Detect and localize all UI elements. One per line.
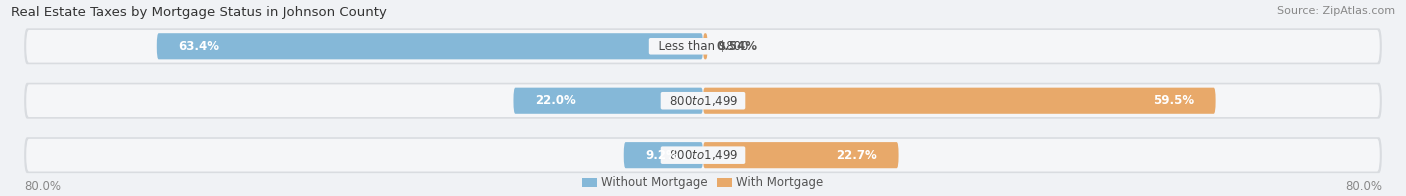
FancyBboxPatch shape — [703, 142, 898, 168]
Text: 22.7%: 22.7% — [837, 149, 877, 162]
FancyBboxPatch shape — [703, 88, 1216, 114]
Legend: Without Mortgage, With Mortgage: Without Mortgage, With Mortgage — [578, 172, 828, 194]
Text: Less than $800: Less than $800 — [651, 40, 755, 53]
FancyBboxPatch shape — [24, 28, 1382, 64]
Text: 80.0%: 80.0% — [24, 180, 60, 193]
Text: 0.54%: 0.54% — [716, 40, 758, 53]
Text: 59.5%: 59.5% — [1153, 94, 1194, 107]
Text: $800 to $1,499: $800 to $1,499 — [662, 94, 744, 108]
FancyBboxPatch shape — [24, 137, 1382, 173]
FancyBboxPatch shape — [27, 30, 1379, 63]
FancyBboxPatch shape — [624, 142, 703, 168]
Text: 9.2%: 9.2% — [645, 149, 678, 162]
Text: Source: ZipAtlas.com: Source: ZipAtlas.com — [1277, 6, 1395, 16]
Text: Real Estate Taxes by Mortgage Status in Johnson County: Real Estate Taxes by Mortgage Status in … — [11, 6, 387, 19]
Text: 22.0%: 22.0% — [536, 94, 575, 107]
Text: 80.0%: 80.0% — [1346, 180, 1382, 193]
FancyBboxPatch shape — [27, 139, 1379, 172]
FancyBboxPatch shape — [27, 84, 1379, 117]
FancyBboxPatch shape — [157, 33, 703, 59]
FancyBboxPatch shape — [24, 83, 1382, 119]
FancyBboxPatch shape — [703, 33, 707, 59]
FancyBboxPatch shape — [513, 88, 703, 114]
Text: $800 to $1,499: $800 to $1,499 — [662, 148, 744, 162]
Text: 63.4%: 63.4% — [179, 40, 219, 53]
